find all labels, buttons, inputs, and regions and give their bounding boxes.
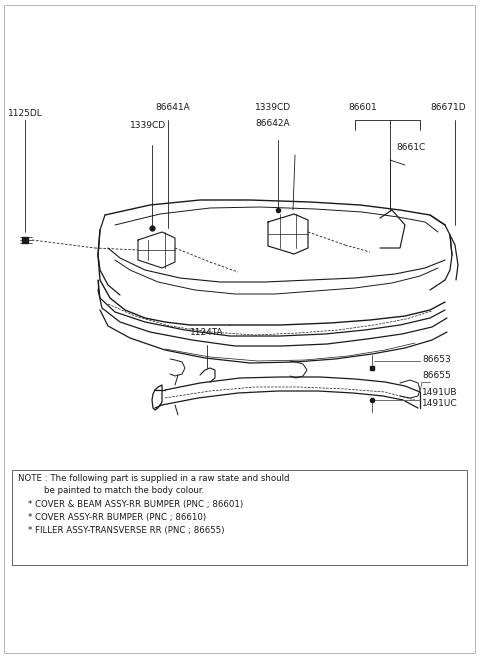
Text: 1339CD: 1339CD (130, 121, 166, 130)
Text: 1491UC: 1491UC (422, 399, 457, 408)
Text: 86641A: 86641A (155, 103, 190, 112)
Text: 86653: 86653 (422, 355, 451, 364)
Text: * COVER & BEAM ASSY-RR BUMPER (PNC ; 86601): * COVER & BEAM ASSY-RR BUMPER (PNC ; 866… (28, 500, 243, 509)
Bar (12, 470, 467, 565)
Text: 1339CD: 1339CD (255, 103, 291, 112)
Text: 86601: 86601 (348, 103, 377, 112)
Text: 1125DL: 1125DL (8, 109, 43, 118)
Text: 86655: 86655 (422, 371, 451, 380)
Text: * FILLER ASSY-TRANSVERSE RR (PNC ; 86655): * FILLER ASSY-TRANSVERSE RR (PNC ; 86655… (28, 526, 225, 535)
Text: 1124TA: 1124TA (190, 328, 224, 337)
Text: 1491UB: 1491UB (422, 388, 457, 397)
Text: 86642A: 86642A (255, 119, 289, 128)
Text: be painted to match the body colour.: be painted to match the body colour. (44, 486, 204, 495)
Text: * COVER ASSY-RR BUMPER (PNC ; 86610): * COVER ASSY-RR BUMPER (PNC ; 86610) (28, 513, 206, 522)
Text: NOTE : The following part is supplied in a raw state and should: NOTE : The following part is supplied in… (18, 474, 289, 483)
Text: 86671D: 86671D (430, 103, 466, 112)
Text: 8661C: 8661C (396, 143, 425, 152)
